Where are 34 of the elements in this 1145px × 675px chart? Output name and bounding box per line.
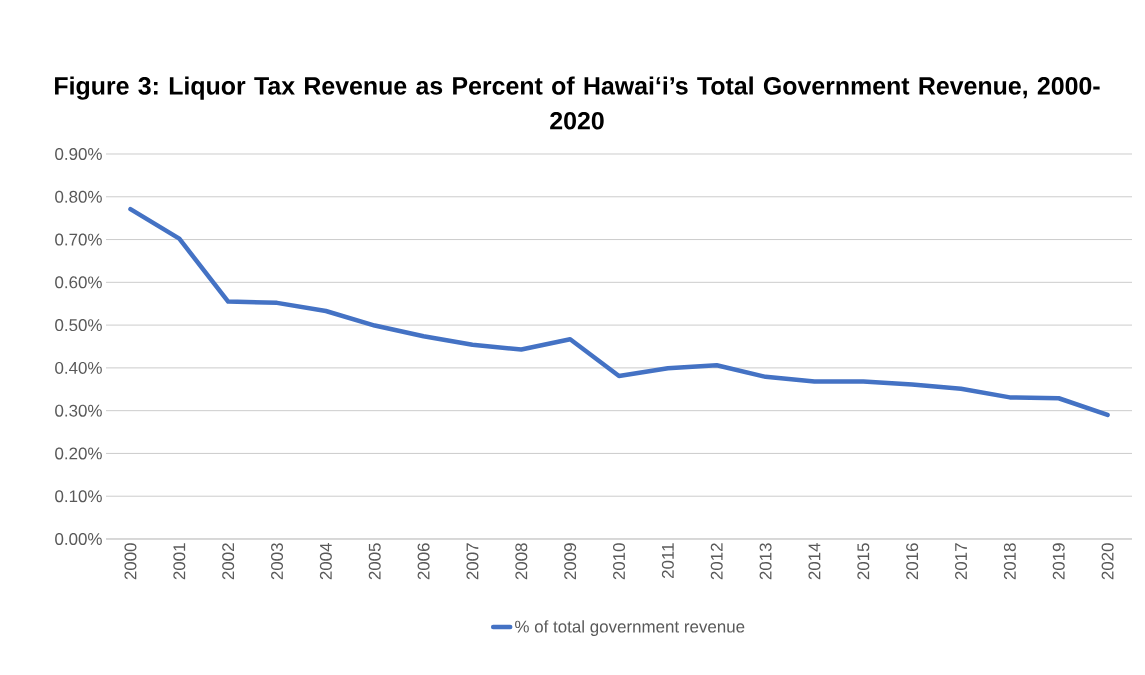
x-tick-label: 2016 <box>906 543 919 580</box>
chart-title: Figure 3: Liquor Tax Revenue as Percent of Hawai‘i’s Total Government Revenue, 2000-2020 <box>55 76 1100 130</box>
y-tick-label: 0.80% <box>55 190 102 203</box>
x-tick-label: 2012 <box>710 543 723 580</box>
x-tick-label: 2001 <box>173 543 186 580</box>
x-tick-label: 2002 <box>222 543 235 580</box>
line-series <box>128 206 1110 418</box>
y-tick-label: 0.10% <box>55 490 102 503</box>
x-tick-label: 2020 <box>1101 543 1114 580</box>
x-tick-label: 2000 <box>124 543 137 580</box>
x-tick-label: 2019 <box>1052 543 1065 580</box>
y-tick-label: 0.50% <box>55 319 102 332</box>
x-tick-label: 2014 <box>808 543 821 580</box>
x-tick-label: 2017 <box>955 543 968 580</box>
x-tick-label: 2007 <box>466 543 479 580</box>
x-tick-label: 2011 <box>661 543 674 579</box>
legend-label: % of total government revenue <box>515 620 745 636</box>
x-tick-label: 2008 <box>515 543 528 580</box>
x-tick-label: 2015 <box>857 543 870 580</box>
y-tick-label: 0.70% <box>55 233 102 246</box>
y-tick-label: 0.90% <box>55 148 102 160</box>
y-tick-label: 0.30% <box>55 404 102 417</box>
y-tick-label: 0.60% <box>55 276 102 289</box>
y-tick-label: 0.00% <box>55 532 102 545</box>
x-tick-label: 2003 <box>271 543 284 580</box>
x-tick-label: 2013 <box>759 543 772 580</box>
x-tick-label: 2010 <box>613 543 626 580</box>
x-tick-label: 2004 <box>319 543 332 580</box>
x-tick-label: 2006 <box>417 543 430 580</box>
x-tick-label: 2009 <box>564 543 577 580</box>
x-tick-label: 2005 <box>368 543 381 580</box>
y-tick-label: 0.20% <box>55 447 102 460</box>
x-tick-label: 2018 <box>1003 543 1016 580</box>
y-tick-label: 0.40% <box>55 361 102 374</box>
